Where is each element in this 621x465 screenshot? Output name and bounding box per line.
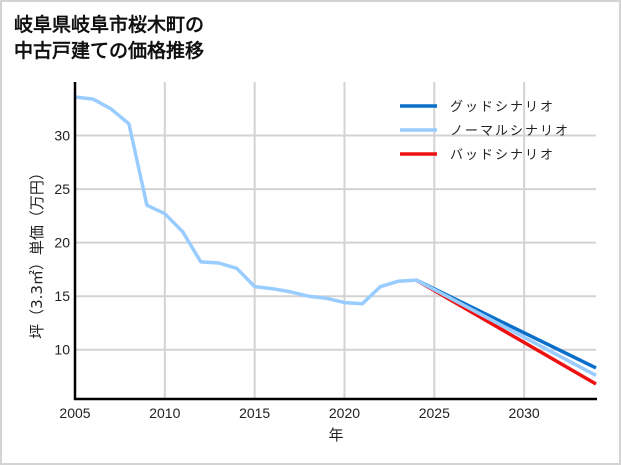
y-tick-label: 25 [54,181,70,197]
x-tick-label: 2030 [509,405,540,421]
series-line-normal [74,95,597,377]
x-axis-label: 年 [328,426,343,444]
x-tick-label: 2015 [239,405,270,421]
legend-label: グッドシナリオ [450,100,555,115]
x-tick-label: 2010 [149,405,180,421]
y-tick-label: 15 [54,288,70,304]
axes [73,82,597,401]
y-axis-label: 坪（3.3㎡）単価（万円） [28,165,46,339]
legend-label: ノーマルシナリオ [450,124,570,139]
x-tick-labels: 2005 2010 2015 2020 2025 2030 [59,405,539,421]
chart-title-line-2: 中古戸建ての価格推移 [14,40,205,62]
x-tick-label: 2025 [419,405,450,421]
y-tick-label: 10 [54,342,70,358]
legend-item-normal: ノーマルシナリオ [400,124,570,139]
x-tick-label: 2020 [329,405,360,421]
series-lines [74,95,597,386]
x-tick-label: 2005 [59,405,90,421]
legend-item-bad: バッドシナリオ [400,148,555,163]
chart-title: 岐阜県岐阜市桜木町の 中古戸建ての価格推移 [14,12,204,64]
y-tick-label: 30 [54,128,70,144]
chart-title-line-1: 岐阜県岐阜市桜木町の [14,14,205,36]
legend-item-good: グッドシナリオ [400,100,555,115]
legend-label: バッドシナリオ [450,148,555,163]
grid-lines [74,82,596,399]
y-tick-labels: 10 15 20 25 30 [54,128,70,358]
y-tick-label: 20 [54,235,70,251]
